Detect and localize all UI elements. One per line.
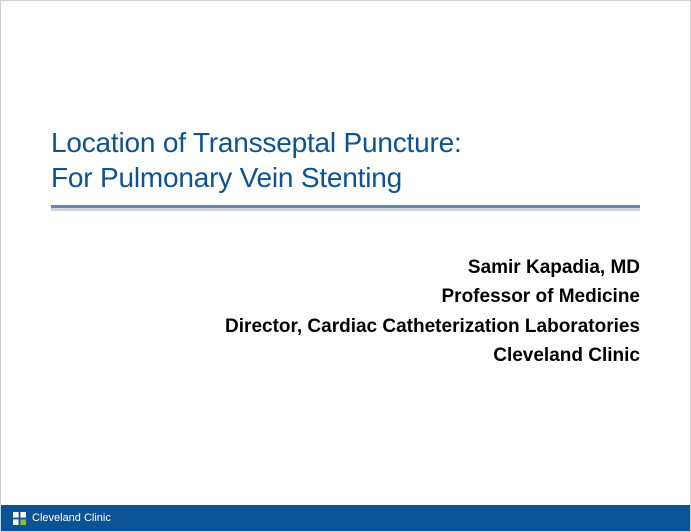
author-dept: Director, Cardiac Catheterization Labora…	[225, 312, 640, 341]
author-role: Professor of Medicine	[225, 282, 640, 311]
slide: Location of Transseptal Puncture: For Pu…	[0, 0, 691, 532]
author-name: Samir Kapadia, MD	[225, 253, 640, 282]
title-divider	[51, 205, 640, 211]
divider-bar-bottom	[51, 208, 640, 211]
cleveland-clinic-icon	[13, 512, 26, 525]
title-block: Location of Transseptal Puncture: For Pu…	[51, 125, 640, 195]
footer-logo: Cleveland Clinic	[13, 512, 111, 525]
author-block: Samir Kapadia, MD Professor of Medicine …	[225, 253, 640, 371]
title-line-2: For Pulmonary Vein Stenting	[51, 160, 640, 195]
footer-org-text: Cleveland Clinic	[32, 512, 111, 524]
author-org: Cleveland Clinic	[225, 341, 640, 370]
footer-bar: Cleveland Clinic	[1, 505, 690, 531]
title-line-1: Location of Transseptal Puncture:	[51, 125, 640, 160]
